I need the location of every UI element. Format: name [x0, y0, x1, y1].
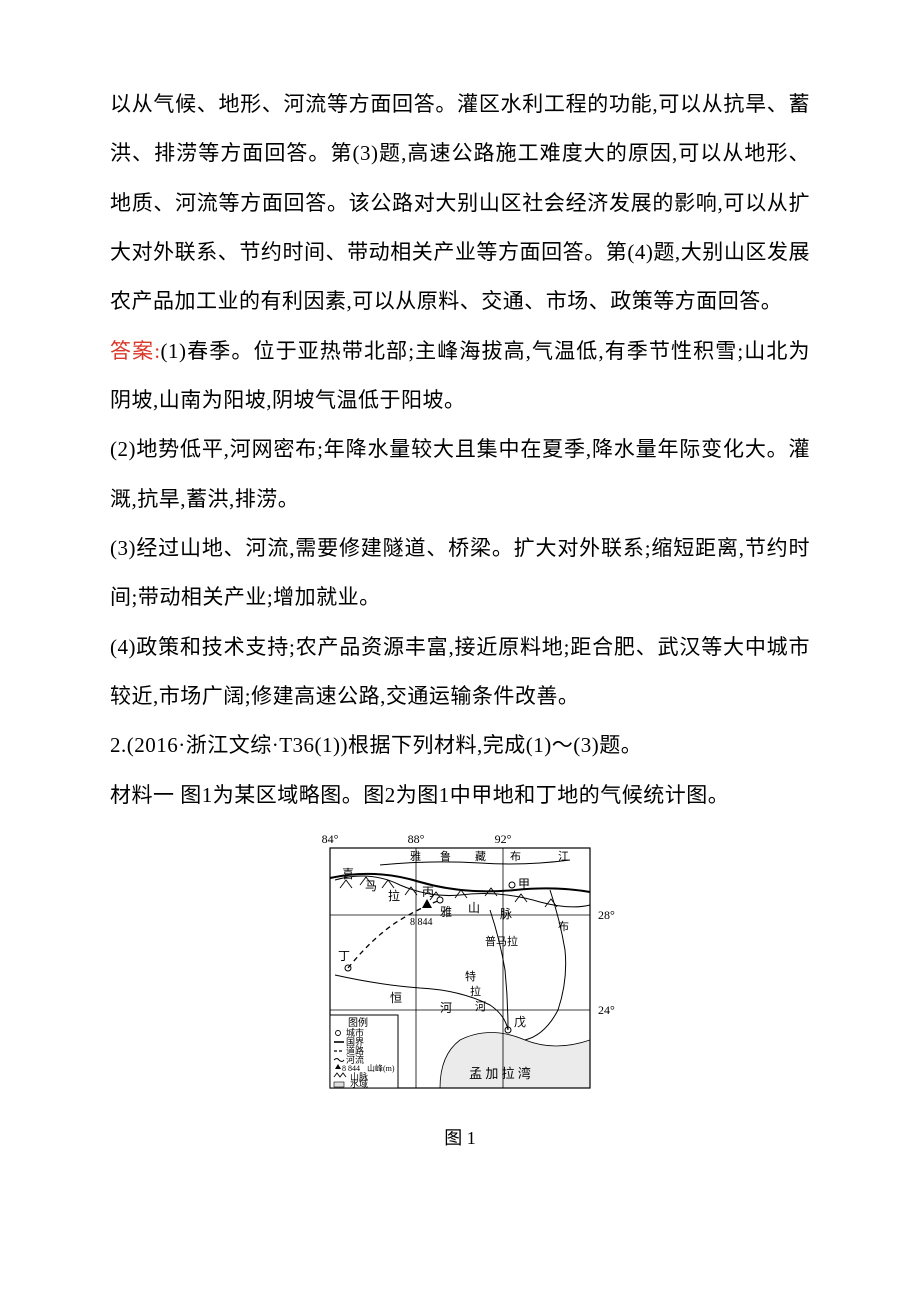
lon-84: 84° — [322, 832, 339, 846]
lon-88: 88° — [408, 832, 425, 846]
map-svg: 84° 88° 92° 28° 24° 孟 加 拉 湾 8 844 丙 — [290, 830, 630, 1120]
lat-28: 28° — [598, 908, 615, 922]
answer-2: (2)地势低平,河网密布;年降水量较大且集中在夏季,降水量年际变化大。灌溉,抗旱… — [110, 425, 810, 524]
r-bu2: 布 — [558, 920, 569, 933]
m-la: 拉 — [388, 888, 400, 903]
lat-24: 24° — [598, 1003, 615, 1017]
m-shan: 山 — [468, 901, 480, 915]
answer-4: (4)政策和技术支持;农产品资源丰富,接近原料地;距合肥、武汉等大中城市较近,市… — [110, 623, 810, 722]
r-lu: 鲁 — [440, 849, 451, 863]
r-he: 河 — [440, 1001, 452, 1015]
city-bing: 丙 — [422, 885, 434, 899]
figure-1-wrap: 84° 88° 92° 28° 24° 孟 加 拉 湾 8 844 丙 — [110, 830, 810, 1150]
r-ya: 雅 — [410, 849, 421, 863]
figure-1: 84° 88° 92° 28° 24° 孟 加 拉 湾 8 844 丙 — [290, 830, 630, 1150]
r-bu: 布 — [510, 850, 521, 863]
answer-label: 答案: — [110, 339, 161, 363]
m-ya: 雅 — [440, 904, 452, 919]
document-page: 以从气候、地形、河流等方面回答。灌区水利工程的功能,可以从抗旱、蓄洪、排涝等方面… — [0, 0, 920, 1302]
r-zang: 藏 — [475, 850, 486, 863]
m-ma: 马 — [365, 879, 377, 893]
leg-peak: 山峰(m) — [367, 1063, 395, 1073]
r-tela3: 河 — [475, 1000, 486, 1013]
m-xi: 喜 — [342, 867, 354, 881]
answer-3: (3)经过山地、河流,需要修建隧道、桥梁。扩大对外联系;缩短距离,节约时间;带动… — [110, 524, 810, 623]
material-1: 材料一 图1为某区域略图。图2为图1中甲地和丁地的气候统计图。 — [110, 771, 810, 820]
answer-1: 答案:(1)春季。位于亚热带北部;主峰海拔高,气温低,有季节性积雪;山北为阴坡,… — [110, 327, 810, 426]
peak-value: 8 844 — [410, 917, 433, 928]
analysis-paragraph: 以从气候、地形、河流等方面回答。灌区水利工程的功能,可以从抗旱、蓄洪、排涝等方面… — [110, 80, 810, 327]
r-tela2: 拉 — [470, 984, 481, 998]
r-pumala: 普马拉 — [485, 934, 518, 948]
lon-92: 92° — [495, 832, 512, 846]
leg-water: 水域 — [350, 1078, 368, 1089]
r-heng: 恒 — [390, 991, 402, 1005]
city-wu: 戊 — [514, 1015, 526, 1029]
r-tela1: 特 — [465, 969, 476, 983]
city-ding: 丁 — [338, 949, 350, 963]
answer-1-text: (1)春季。位于亚热带北部;主峰海拔高,气温低,有季节性积雪;山北为阴坡,山南为… — [110, 339, 810, 412]
r-jiang: 江 — [558, 850, 569, 863]
m-mai: 脉 — [500, 906, 512, 921]
question-2: 2.(2016·浙江文综·T36(1))根据下列材料,完成(1)～(3)题。 — [110, 721, 810, 770]
figure-1-caption: 图 1 — [290, 1124, 630, 1150]
bay-label: 孟 加 拉 湾 — [469, 1066, 531, 1081]
